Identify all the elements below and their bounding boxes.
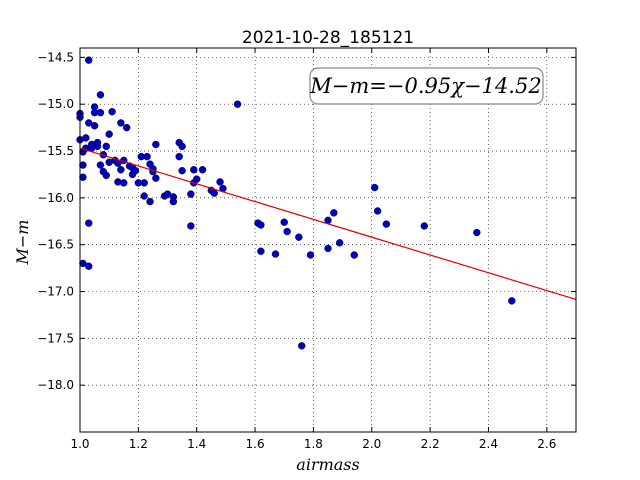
data-point bbox=[216, 178, 224, 186]
data-point bbox=[93, 138, 102, 147]
data-point bbox=[143, 152, 151, 161]
x-tick-label: 1.2 bbox=[129, 437, 148, 451]
chart-title: 2021-10-28_185121 bbox=[242, 28, 414, 48]
data-point bbox=[233, 100, 242, 108]
data-point bbox=[140, 179, 148, 187]
y-tick-label: −15.5 bbox=[37, 144, 74, 158]
data-point bbox=[324, 244, 332, 253]
data-point bbox=[108, 107, 116, 116]
data-point bbox=[193, 175, 201, 183]
data-point bbox=[79, 161, 87, 169]
data-point bbox=[79, 173, 87, 181]
x-tick-label: 2.4 bbox=[479, 437, 498, 451]
data-point bbox=[335, 239, 344, 247]
data-point bbox=[117, 166, 125, 174]
y-axis-label: M−m bbox=[13, 220, 32, 266]
data-point bbox=[102, 171, 110, 180]
data-point bbox=[152, 174, 160, 182]
data-point bbox=[198, 166, 207, 174]
data-point bbox=[96, 108, 105, 117]
data-point bbox=[257, 221, 265, 229]
data-point bbox=[187, 190, 195, 198]
data-point bbox=[120, 179, 128, 187]
y-tick-label: −16.0 bbox=[37, 191, 74, 205]
data-point bbox=[257, 247, 265, 255]
data-point bbox=[96, 161, 105, 169]
data-point bbox=[105, 130, 113, 138]
data-point bbox=[117, 119, 125, 127]
data-point bbox=[175, 152, 183, 161]
axis-ticks: 1.0 1.2 1.4 1.6 1.8 2.0 2.2 2.4 2.6 −14.5 −15.0 −15… bbox=[37, 48, 576, 451]
data-point bbox=[85, 219, 93, 227]
y-tick-label: −17.0 bbox=[37, 285, 74, 299]
y-tick-label: −15.0 bbox=[37, 97, 74, 111]
data-point bbox=[370, 183, 379, 192]
data-point bbox=[96, 91, 105, 99]
data-point bbox=[85, 56, 93, 64]
plot-frame bbox=[79, 47, 577, 433]
data-point bbox=[152, 140, 160, 149]
annotation-box bbox=[309, 67, 544, 105]
y-tick-label: −17.5 bbox=[37, 331, 74, 345]
data-point bbox=[508, 297, 516, 305]
x-axis-label: airmass bbox=[296, 455, 359, 474]
x-tick-label: 1.8 bbox=[304, 437, 323, 451]
fit-line bbox=[79, 147, 577, 301]
data-point bbox=[295, 233, 303, 241]
data-point bbox=[350, 251, 358, 259]
x-tick-label: 1.6 bbox=[246, 437, 265, 451]
data-point bbox=[373, 207, 382, 215]
y-tick-label: −14.5 bbox=[37, 50, 74, 64]
x-tick-label: 1.0 bbox=[70, 437, 89, 451]
x-tick-label: 2.0 bbox=[362, 437, 381, 451]
data-point bbox=[298, 342, 306, 350]
fit-annotation: M−m=−0.95χ−14.52 bbox=[309, 67, 544, 105]
x-tick-label: 2.2 bbox=[421, 437, 440, 451]
data-point bbox=[271, 250, 280, 258]
data-point bbox=[90, 122, 99, 130]
grid bbox=[79, 48, 576, 432]
y-tick-label: −16.5 bbox=[37, 238, 74, 252]
data-point bbox=[102, 142, 110, 151]
data-point bbox=[306, 251, 315, 259]
x-tick-label: 1.4 bbox=[187, 437, 206, 451]
data-point bbox=[178, 142, 186, 151]
data-point bbox=[169, 197, 178, 206]
data-point bbox=[122, 123, 131, 132]
data-point bbox=[187, 222, 195, 230]
annotation-text: M−m=−0.95χ−14.52 bbox=[309, 74, 541, 98]
data-point bbox=[146, 197, 154, 206]
fit-line-group bbox=[79, 147, 577, 301]
data-point bbox=[330, 209, 338, 217]
data-point bbox=[210, 189, 218, 197]
data-point bbox=[420, 222, 428, 230]
data-point bbox=[190, 166, 198, 174]
data-point bbox=[280, 218, 288, 226]
x-tick-label: 2.6 bbox=[537, 437, 556, 451]
data-point bbox=[283, 227, 291, 236]
data-point bbox=[178, 166, 186, 175]
data-point bbox=[473, 228, 481, 237]
data-point bbox=[140, 192, 148, 200]
data-point bbox=[82, 134, 90, 142]
y-tick-label: −18.0 bbox=[37, 378, 74, 392]
data-point bbox=[85, 262, 93, 270]
data-point bbox=[382, 220, 391, 228]
data-points bbox=[76, 56, 516, 350]
data-point bbox=[131, 166, 140, 175]
